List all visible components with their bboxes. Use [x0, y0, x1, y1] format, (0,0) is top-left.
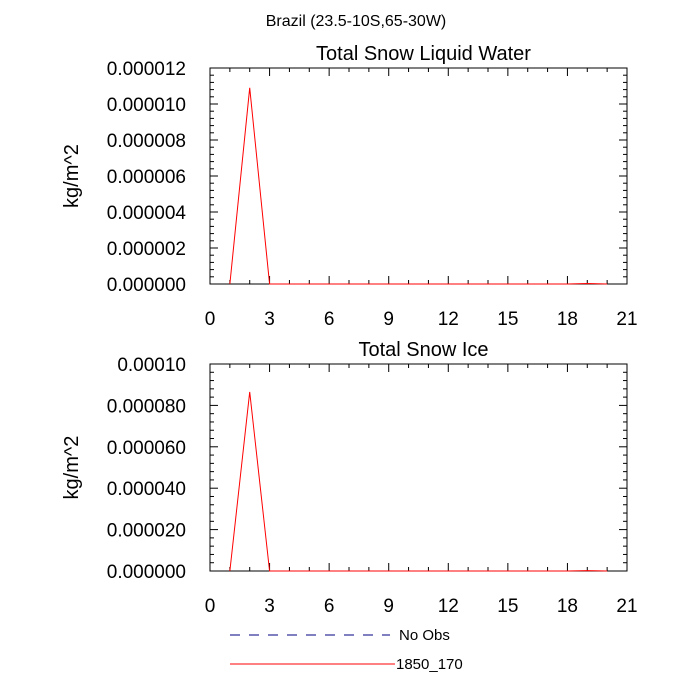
y-tick-label: 0.000000: [107, 562, 186, 583]
legend-label: 1850_170: [396, 656, 463, 673]
y-tick-label: 0.000000: [107, 275, 186, 296]
x-tick-label: 6: [324, 596, 335, 617]
series-line-0: [229, 87, 608, 285]
y-tick-label: 0.000006: [107, 167, 186, 188]
x-tick-label: 0: [205, 309, 216, 330]
y-tick-label: 0.000008: [107, 131, 186, 152]
x-tick-label: 21: [616, 309, 637, 330]
figure-title: Brazil (23.5-10S,65-30W): [266, 13, 447, 30]
x-tick-label: 6: [324, 309, 335, 330]
y-tick-label: 0.000010: [107, 95, 186, 116]
x-tick-label: 21: [616, 596, 637, 617]
y-axis-label: kg/m^2: [61, 144, 83, 208]
x-tick-label: 3: [264, 309, 275, 330]
panel-title: Total Snow Ice: [358, 339, 488, 361]
x-tick-label: 12: [438, 596, 459, 617]
plot-frame: [209, 67, 628, 285]
x-tick-label: 15: [497, 596, 518, 617]
y-tick-label: 0.000012: [107, 59, 186, 80]
x-tick-label: 9: [383, 596, 394, 617]
x-tick-label: 9: [383, 309, 394, 330]
x-tick-label: 3: [264, 596, 275, 617]
y-tick-label: 0.000004: [107, 203, 187, 224]
plot-frame: [209, 363, 628, 572]
x-tick-label: 18: [557, 309, 578, 330]
x-tick-label: 18: [557, 596, 578, 617]
x-tick-label: 12: [438, 309, 459, 330]
y-tick-label: 0.000080: [107, 396, 186, 417]
y-tick-label: 0.00010: [117, 355, 186, 376]
legend: No Obs 1850_170: [230, 627, 463, 673]
x-tick-label: 0: [205, 596, 216, 617]
panel-title: Total Snow Liquid Water: [316, 43, 531, 65]
chart-panel-1: Total Snow Liquid Water 0 3 6 9 12 15 18 21 0.000…: [61, 43, 638, 330]
legend-label: No Obs: [399, 627, 450, 644]
y-tick-label: 0.000060: [107, 438, 186, 459]
y-tick-label: 0.000020: [107, 521, 186, 542]
series-line-0: [229, 391, 608, 572]
y-axis-label: kg/m^2: [61, 436, 83, 500]
y-tick-label: 0.000002: [107, 239, 186, 260]
x-tick-label: 15: [497, 309, 518, 330]
chart-panel-2: Total Snow Ice 0 3 6 9 12 15 18 21 0.000000 0.0000…: [61, 339, 638, 617]
y-tick-label: 0.000040: [107, 479, 186, 500]
